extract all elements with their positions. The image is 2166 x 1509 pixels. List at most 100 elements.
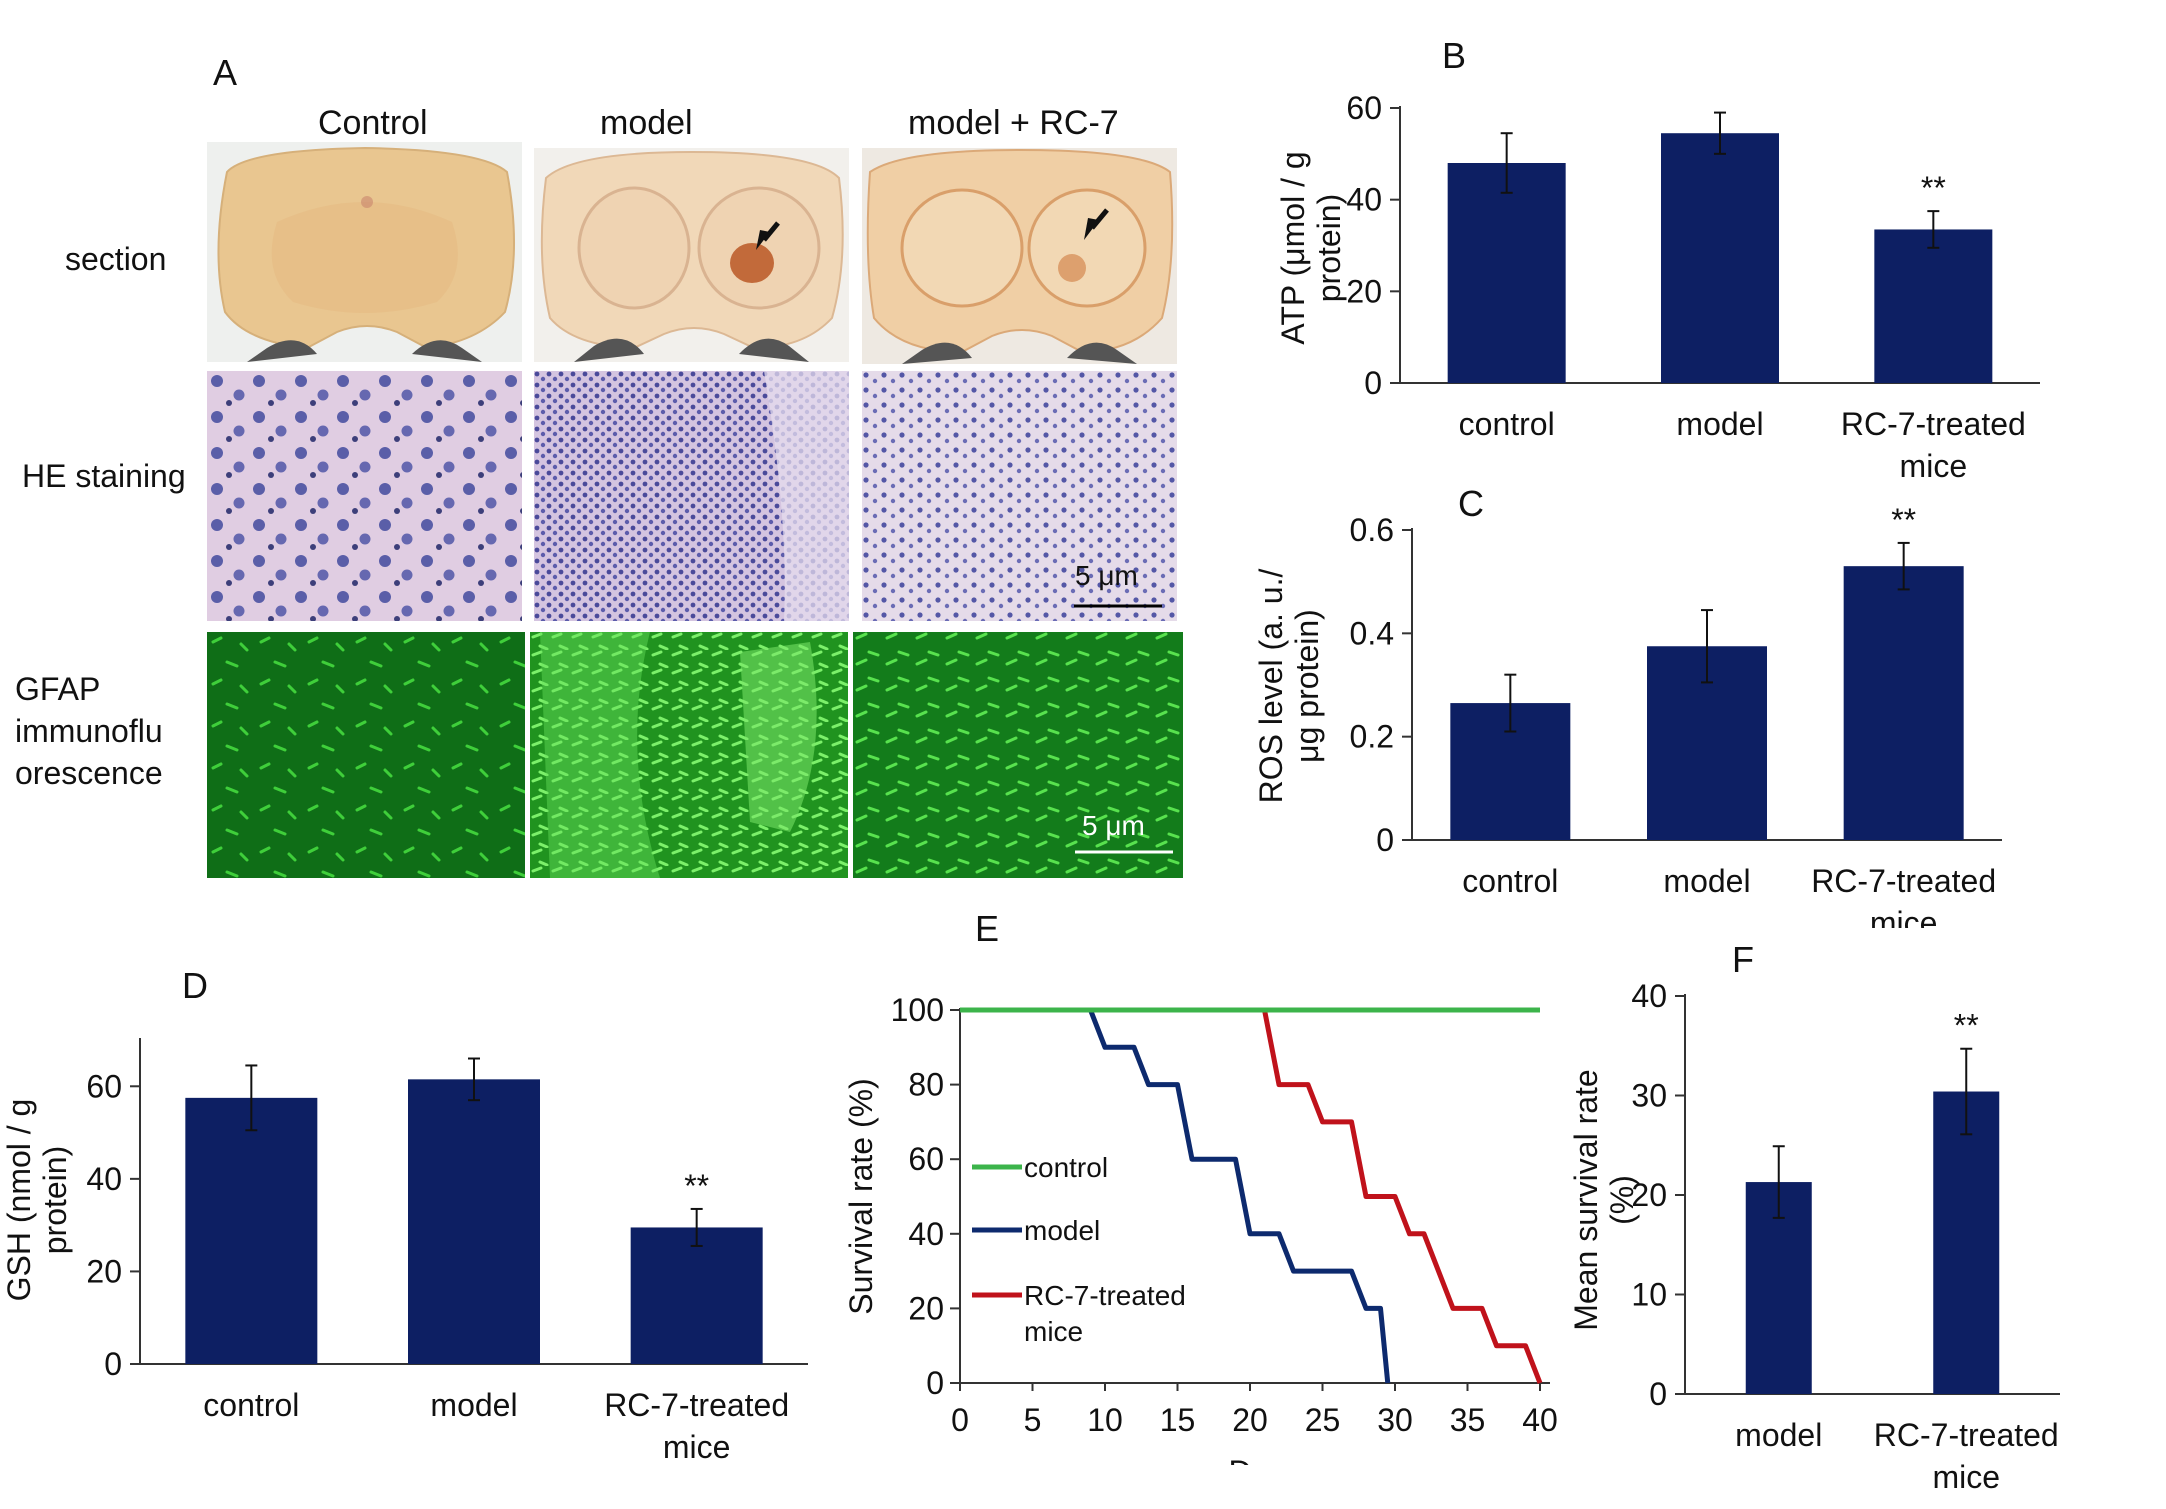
x-axis-title: Days — [1229, 1454, 1302, 1465]
legend-label: model — [1024, 1215, 1100, 1246]
category-label: RC-7-treated — [604, 1387, 789, 1423]
brain-section-model-image — [534, 148, 849, 362]
panel-a-letter: A — [213, 52, 238, 93]
he-scale-bar-label: 5 μm — [1075, 560, 1138, 591]
bar — [1661, 133, 1779, 383]
bar — [408, 1079, 540, 1364]
row-label-section: section — [65, 241, 167, 277]
he-staining-model-image — [534, 371, 849, 621]
gfap-model-rc7-image — [853, 632, 1183, 878]
chart-e: E 0 20 40 60 80 100 0 5 10 15 20 25 30 35 40 Days Surviva… — [843, 908, 1558, 1465]
bar — [1843, 566, 1964, 840]
he-staining-model-rc7-image — [862, 371, 1177, 621]
y-axis-title: GSH (nmol / g protein) — [1, 1099, 73, 1302]
y-tick-label: 40 — [86, 1161, 122, 1197]
row-label-gfap-line1: GFAP — [15, 671, 101, 707]
row-label-gfap-line3: orescence — [15, 755, 163, 791]
panel-letter: D — [182, 965, 208, 1006]
category-label: RC-7-treated — [1811, 863, 1996, 899]
chart-d: D 0 20 40 60 GSH (nmol / g protein) control mode… — [1, 965, 808, 1465]
panel-letter: F — [1732, 939, 1754, 980]
y-tick-label: 20 — [1346, 273, 1382, 309]
y-tick-label: 40 — [1346, 182, 1382, 218]
significance-marker: ** — [684, 1168, 709, 1204]
brain-section-model-rc7-image — [862, 148, 1177, 364]
y-tick-label: 0.2 — [1350, 719, 1394, 755]
y-tick-label: 100 — [891, 992, 944, 1028]
bar — [630, 1227, 763, 1364]
x-tick-label: 0 — [951, 1402, 969, 1438]
gfap-control-image — [207, 632, 525, 878]
y-tick-label: 0 — [926, 1365, 944, 1401]
chart-f: F 0 10 20 30 40 Mean survival rate (%) model ** RC… — [1568, 939, 2060, 1490]
column-label-control: Control — [318, 104, 428, 142]
y-axis-title-line: μg protein) — [1289, 609, 1325, 763]
row-label-gfap-line2: immunoflu — [15, 713, 163, 749]
y-tick-label: 60 — [86, 1068, 122, 1104]
row-label-gfap: GFAP immunoflu orescence — [15, 668, 163, 794]
legend-label: control — [1024, 1152, 1108, 1183]
y-axis-title-line: protein) — [1311, 194, 1347, 303]
y-axis-title-line: protein) — [37, 1146, 73, 1255]
significance-marker: ** — [1954, 1008, 1979, 1044]
row-label-he-staining: HE staining — [22, 458, 186, 494]
category-label: control — [1462, 863, 1558, 899]
y-axis-title: Survival rate (%) — [843, 1078, 879, 1315]
y-tick-label: 80 — [908, 1067, 944, 1103]
y-tick-label: 40 — [1631, 978, 1667, 1014]
x-tick-label: 40 — [1522, 1402, 1558, 1438]
bar — [1874, 229, 1993, 383]
bar — [1933, 1091, 2000, 1394]
gfap-model-image — [530, 632, 848, 878]
y-tick-label: 60 — [1346, 90, 1382, 126]
y-tick-label: 60 — [908, 1141, 944, 1177]
chart-b: B 0 20 40 60 ATP (μmol / g protein) control mode… — [1275, 35, 2040, 484]
category-label: control — [1459, 406, 1555, 442]
panel-letter: B — [1442, 35, 1466, 76]
category-label: model — [1663, 863, 1750, 899]
x-tick-label: 35 — [1450, 1402, 1486, 1438]
y-tick-label: 0 — [1649, 1376, 1667, 1412]
brain-section-control-image — [207, 142, 522, 362]
y-axis-title: Mean survival rate (%) — [1568, 1069, 1640, 1330]
he-staining-control-image — [207, 371, 522, 621]
y-tick-label: 20 — [86, 1253, 122, 1289]
y-tick-label: 0.6 — [1350, 512, 1394, 548]
category-label: mice — [1900, 448, 1968, 484]
y-axis-title-line: ROS level (a. u./ — [1253, 569, 1289, 804]
y-tick-label: 20 — [908, 1290, 944, 1326]
category-label: mice — [663, 1429, 731, 1465]
category-label: control — [203, 1387, 299, 1423]
y-tick-label: 30 — [1631, 1078, 1667, 1114]
category-label: RC-7-treated — [1841, 406, 2026, 442]
y-axis-title: ROS level (a. u./μg protein) — [1253, 569, 1325, 804]
bar — [185, 1097, 318, 1364]
x-tick-label: 10 — [1087, 1402, 1123, 1438]
y-tick-label: 0 — [104, 1346, 122, 1382]
y-tick-label: 0.4 — [1350, 615, 1394, 651]
category-label: model — [1676, 406, 1763, 442]
y-axis-title-line: GSH (nmol / g — [1, 1099, 37, 1302]
y-axis-title-line: ATP (μmol / g — [1275, 151, 1311, 344]
column-label-model: model — [600, 104, 693, 142]
x-tick-label: 5 — [1024, 1402, 1042, 1438]
y-tick-label: 0 — [1364, 365, 1382, 401]
significance-marker: ** — [1921, 170, 1946, 206]
y-axis-title-line: Mean survival rate — [1568, 1069, 1604, 1330]
significance-marker: ** — [1891, 502, 1916, 538]
legend-label: mice — [1024, 1316, 1083, 1347]
x-tick-label: 25 — [1305, 1402, 1341, 1438]
y-tick-label: 10 — [1631, 1277, 1667, 1313]
gfap-scale-bar-label: 5 μm — [1082, 810, 1145, 841]
y-tick-label: 20 — [1631, 1177, 1667, 1213]
category-label: mice — [1870, 905, 1938, 928]
category-label: RC-7-treated — [1874, 1417, 2059, 1453]
chart-c: C 0 0.2 0.4 0.6 ROS level (a. u./μg protein) c… — [1253, 483, 2002, 928]
panel-letter: C — [1458, 483, 1484, 524]
y-tick-label: 40 — [908, 1216, 944, 1252]
y-axis-title-line: (%) — [1604, 1175, 1640, 1225]
category-label: model — [430, 1387, 517, 1423]
bar — [1447, 163, 1566, 383]
series-line-model — [960, 1007, 1391, 1384]
x-tick-label: 15 — [1160, 1402, 1196, 1438]
